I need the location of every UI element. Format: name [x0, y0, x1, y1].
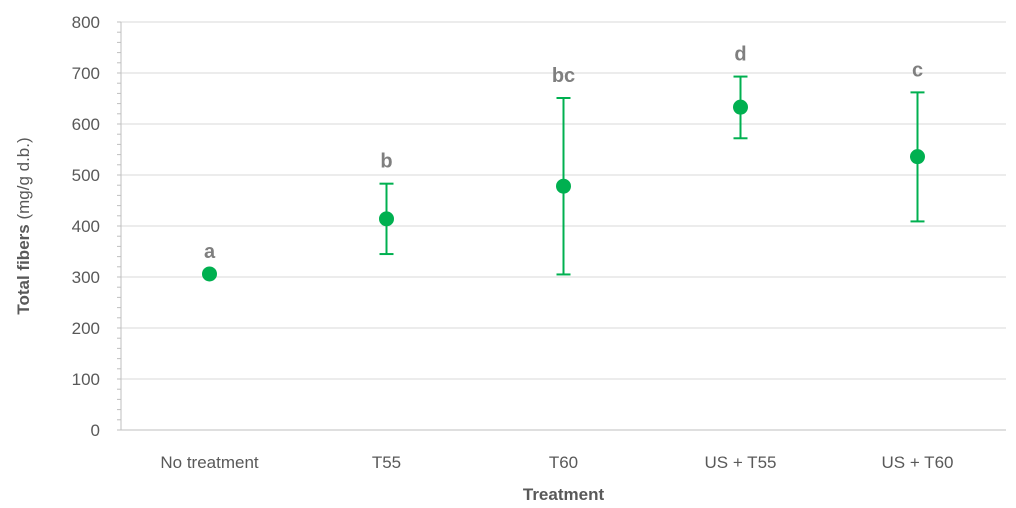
x-tick-label: US + T55 — [705, 453, 777, 472]
y-tick-label: 800 — [72, 13, 100, 32]
significance-label: bc — [552, 65, 575, 87]
data-point — [202, 266, 217, 282]
y-axis-title: Total fibers (mg/g d.b.) — [14, 137, 33, 314]
y-axis-minor-ticks — [117, 21, 121, 431]
significance-label: d — [734, 44, 746, 66]
y-axis-title-main: Total fibers — [14, 224, 33, 314]
x-tick-label: No treatment — [160, 453, 259, 472]
significance-labels: a b bc d c — [204, 44, 923, 263]
x-tick-label: US + T60 — [882, 453, 954, 472]
y-tick-label: 0 — [91, 421, 100, 440]
significance-label: b — [380, 151, 392, 173]
x-tick-label: T55 — [372, 453, 401, 472]
y-axis-ticks: 0 100 200 300 400 500 600 700 800 — [72, 13, 100, 440]
data-point — [733, 99, 748, 115]
x-tick-label: T60 — [549, 453, 578, 472]
y-tick-label: 300 — [72, 268, 100, 287]
y-tick-label: 200 — [72, 319, 100, 338]
y-tick-label: 500 — [72, 166, 100, 185]
y-tick-label: 700 — [72, 64, 100, 83]
y-tick-label: 600 — [72, 115, 100, 134]
x-axis-title: Treatment — [523, 485, 605, 504]
significance-label: c — [912, 59, 923, 81]
y-tick-label: 400 — [72, 217, 100, 236]
data-point — [556, 178, 571, 194]
x-axis-ticks: No treatment T55 T60 US + T55 US + T60 — [160, 453, 953, 472]
data-point — [379, 211, 394, 227]
significance-label: a — [204, 241, 216, 263]
data-point — [910, 149, 925, 165]
data-points — [202, 99, 925, 282]
y-axis-title-unit: (mg/g d.b.) — [14, 137, 33, 224]
error-bars — [379, 75, 925, 276]
y-tick-label: 100 — [72, 370, 100, 389]
